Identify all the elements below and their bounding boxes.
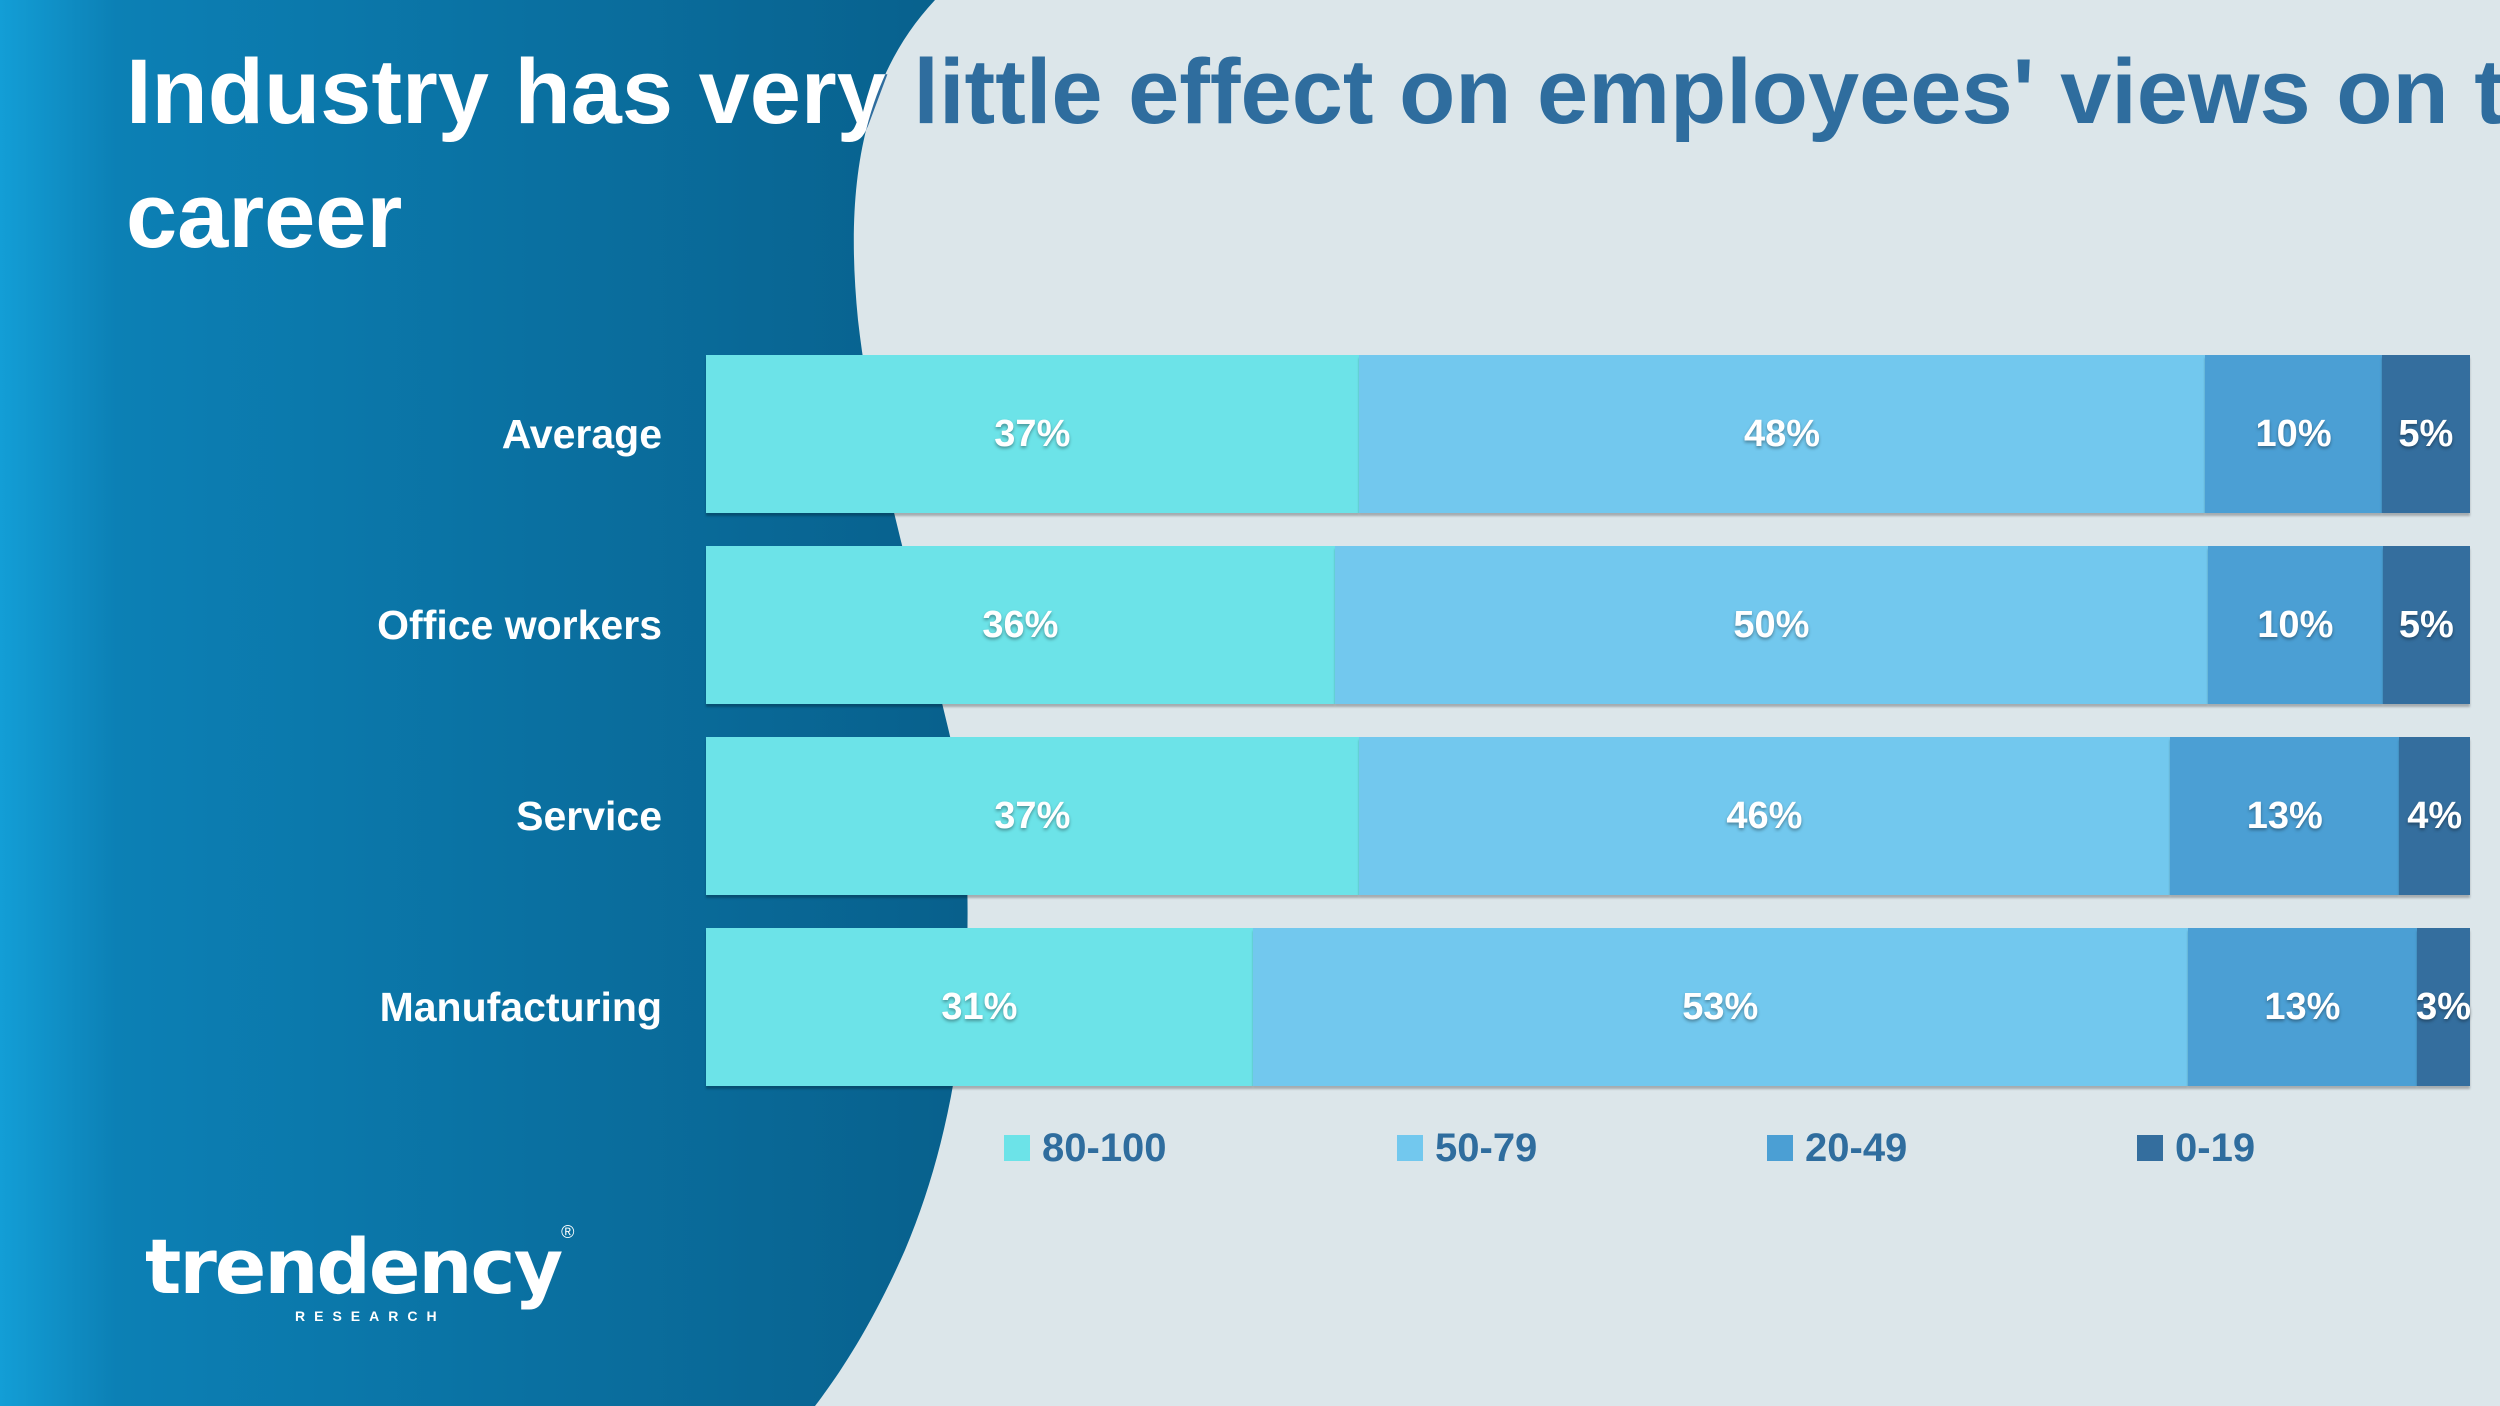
data-label: 3% — [2416, 985, 2471, 1028]
page-title: Industry has very little effect on emplo… — [0, 0, 2500, 300]
title-line-1: Industry has very little effect on emplo… — [126, 41, 2500, 143]
data-label: 50% — [1733, 603, 1810, 646]
legend-item: 80-100 — [1004, 1123, 1167, 1173]
data-label: 48% — [1744, 412, 1821, 455]
logo-registered: ® — [561, 1222, 575, 1242]
data-label: 53% — [1682, 985, 1759, 1028]
bar-segment: 37% — [706, 355, 1359, 513]
data-label: 10% — [2255, 412, 2332, 455]
data-label: 5% — [2398, 603, 2454, 646]
category-label: Service — [516, 793, 662, 839]
title-line-2-light: career — [126, 165, 403, 267]
data-label: 36% — [982, 603, 1059, 646]
bar-segment: 37% — [706, 737, 1359, 895]
legend-item: 50-79 — [1397, 1123, 1537, 1173]
logo-subtitle: RESEARCH — [295, 1308, 446, 1324]
category-label: Manufacturing — [379, 984, 662, 1030]
data-label: 5% — [2398, 412, 2454, 455]
legend-label: 20-49 — [1805, 1125, 1908, 1170]
bar-segment: 36% — [706, 546, 1335, 704]
title-line-2: career — [126, 165, 403, 267]
bar-segment: 48% — [1358, 355, 2206, 513]
bar-segment: 46% — [1358, 737, 2171, 895]
category-label: Average — [501, 411, 662, 457]
bar-segment: 5% — [2381, 355, 2470, 513]
logo-wordmark: trendency — [145, 1222, 563, 1311]
legend-item: 0-19 — [2137, 1123, 2255, 1173]
legend-label: 80-100 — [1042, 1125, 1167, 1170]
legend-swatch — [1004, 1135, 1030, 1161]
bar-segment: 31% — [706, 928, 1253, 1086]
data-label: 37% — [994, 794, 1071, 837]
bar-segment: 3% — [2416, 928, 2471, 1086]
bar-segment: 5% — [2382, 546, 2470, 704]
brand-logo: trendency® RESEARCH — [145, 1222, 575, 1324]
legend-item: 20-49 — [1767, 1123, 1907, 1173]
data-label: 31% — [941, 985, 1018, 1028]
legend-swatch — [1397, 1135, 1423, 1161]
category-label: Office workers — [377, 602, 662, 648]
bar-segment: 10% — [2208, 546, 2383, 704]
bar-segment: 13% — [2170, 737, 2400, 895]
legend-label: 0-19 — [2175, 1125, 2256, 1170]
data-label: 10% — [2257, 603, 2334, 646]
data-label: 4% — [2407, 794, 2463, 837]
bar-segment: 50% — [1334, 546, 2209, 704]
bar-segment: 13% — [2187, 928, 2418, 1086]
legend-swatch — [1767, 1135, 1793, 1161]
bar-segment: 10% — [2205, 355, 2382, 513]
data-label: 46% — [1726, 794, 1803, 837]
data-label: 37% — [994, 412, 1071, 455]
legend-label: 50-79 — [1435, 1125, 1538, 1170]
data-label: 13% — [2264, 985, 2341, 1028]
title-overlay: Industry has very little effect on emplo… — [126, 41, 2500, 267]
bar-segment: 53% — [1252, 928, 2188, 1086]
data-label: 13% — [2246, 794, 2323, 837]
legend-swatch — [2137, 1135, 2163, 1161]
title-line-1-light: Industry has very little effect on emplo… — [126, 41, 2500, 143]
bar-segment: 4% — [2399, 737, 2470, 895]
